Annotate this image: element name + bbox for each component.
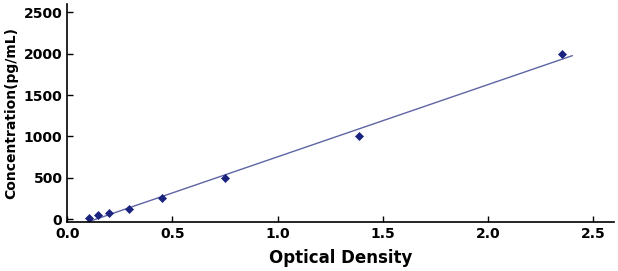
X-axis label: Optical Density: Optical Density xyxy=(269,249,412,267)
Y-axis label: Concentration(pg/mL): Concentration(pg/mL) xyxy=(4,27,18,199)
